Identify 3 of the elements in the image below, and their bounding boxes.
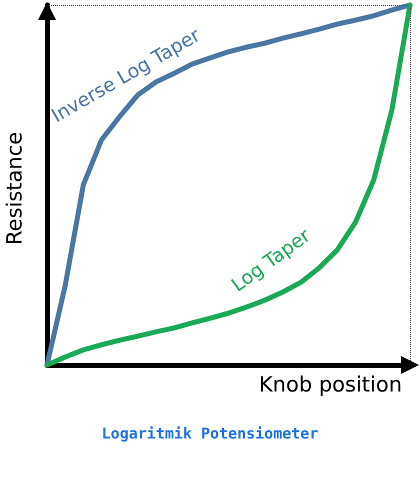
x-axis-title: Knob position bbox=[258, 372, 402, 396]
y-axis-title: Resistance bbox=[2, 132, 26, 245]
text: Logaritmik Potensiometer bbox=[102, 424, 318, 442]
